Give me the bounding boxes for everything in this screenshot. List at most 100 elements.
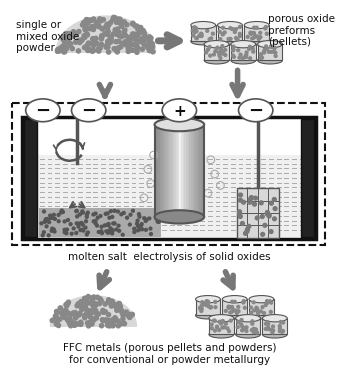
Circle shape (227, 306, 231, 309)
Circle shape (68, 319, 73, 323)
Circle shape (80, 38, 84, 42)
Circle shape (98, 46, 102, 50)
Circle shape (119, 20, 124, 24)
Ellipse shape (162, 99, 197, 122)
Circle shape (254, 328, 257, 331)
Circle shape (245, 229, 249, 233)
Circle shape (125, 23, 129, 27)
Circle shape (52, 213, 55, 216)
Circle shape (52, 228, 55, 231)
Ellipse shape (218, 21, 242, 29)
Text: +: + (173, 104, 186, 119)
Circle shape (86, 48, 90, 53)
Circle shape (88, 315, 92, 319)
Circle shape (137, 225, 139, 228)
Circle shape (78, 213, 81, 216)
Circle shape (65, 32, 69, 36)
Circle shape (140, 37, 144, 41)
Circle shape (100, 27, 104, 31)
Circle shape (274, 55, 277, 57)
Circle shape (79, 300, 83, 304)
Circle shape (43, 221, 46, 223)
Circle shape (119, 34, 124, 39)
Circle shape (131, 22, 135, 26)
Circle shape (99, 18, 103, 23)
Circle shape (57, 323, 61, 327)
Circle shape (145, 228, 147, 231)
Circle shape (144, 219, 147, 222)
Circle shape (144, 37, 148, 41)
Circle shape (108, 229, 111, 232)
Circle shape (115, 29, 119, 33)
Circle shape (270, 201, 273, 205)
Circle shape (128, 223, 131, 226)
Circle shape (97, 24, 101, 29)
Bar (22, 117, 316, 239)
Circle shape (73, 311, 77, 316)
Circle shape (249, 31, 252, 34)
Circle shape (91, 42, 95, 46)
Circle shape (94, 316, 99, 320)
Bar (189, 125, 191, 217)
Circle shape (61, 44, 66, 48)
Circle shape (111, 324, 115, 328)
Bar (178, 125, 180, 217)
Circle shape (126, 313, 131, 318)
Bar (222, 299, 247, 315)
Circle shape (84, 299, 88, 303)
Circle shape (106, 320, 110, 324)
Circle shape (68, 43, 72, 47)
Circle shape (232, 309, 235, 312)
Circle shape (221, 326, 224, 329)
Circle shape (269, 310, 272, 313)
Circle shape (244, 232, 247, 235)
Circle shape (86, 21, 90, 25)
Circle shape (242, 327, 245, 330)
Circle shape (80, 38, 84, 42)
Bar (183, 125, 185, 217)
Circle shape (147, 39, 151, 43)
Circle shape (81, 302, 85, 306)
Circle shape (105, 32, 109, 36)
Circle shape (148, 217, 151, 220)
Circle shape (92, 213, 95, 216)
Circle shape (78, 40, 82, 44)
Circle shape (243, 300, 245, 303)
Circle shape (200, 32, 203, 35)
Circle shape (211, 32, 214, 35)
Bar (236, 318, 260, 334)
Circle shape (66, 300, 71, 304)
Circle shape (118, 20, 122, 24)
Bar (174, 125, 177, 217)
Text: single or
mixed oxide
powder: single or mixed oxide powder (16, 20, 79, 53)
Circle shape (118, 304, 122, 308)
Circle shape (111, 232, 114, 235)
Circle shape (222, 52, 225, 55)
Circle shape (253, 196, 257, 200)
Circle shape (124, 43, 128, 47)
Circle shape (78, 312, 82, 316)
Circle shape (100, 225, 103, 228)
Bar (179, 125, 181, 217)
Bar (173, 125, 175, 217)
Circle shape (238, 56, 241, 59)
Circle shape (256, 308, 259, 311)
Circle shape (147, 45, 151, 50)
Circle shape (66, 228, 68, 231)
Circle shape (279, 330, 282, 333)
Circle shape (54, 314, 58, 318)
Circle shape (270, 45, 272, 48)
Circle shape (253, 309, 256, 312)
Circle shape (107, 222, 110, 225)
Circle shape (237, 49, 240, 52)
Polygon shape (56, 16, 155, 52)
Circle shape (246, 228, 250, 231)
Circle shape (94, 219, 97, 222)
Circle shape (76, 322, 80, 326)
Circle shape (146, 46, 150, 50)
Circle shape (78, 222, 80, 225)
Circle shape (101, 318, 105, 323)
Circle shape (131, 48, 135, 53)
Circle shape (93, 37, 97, 41)
Circle shape (94, 302, 98, 307)
